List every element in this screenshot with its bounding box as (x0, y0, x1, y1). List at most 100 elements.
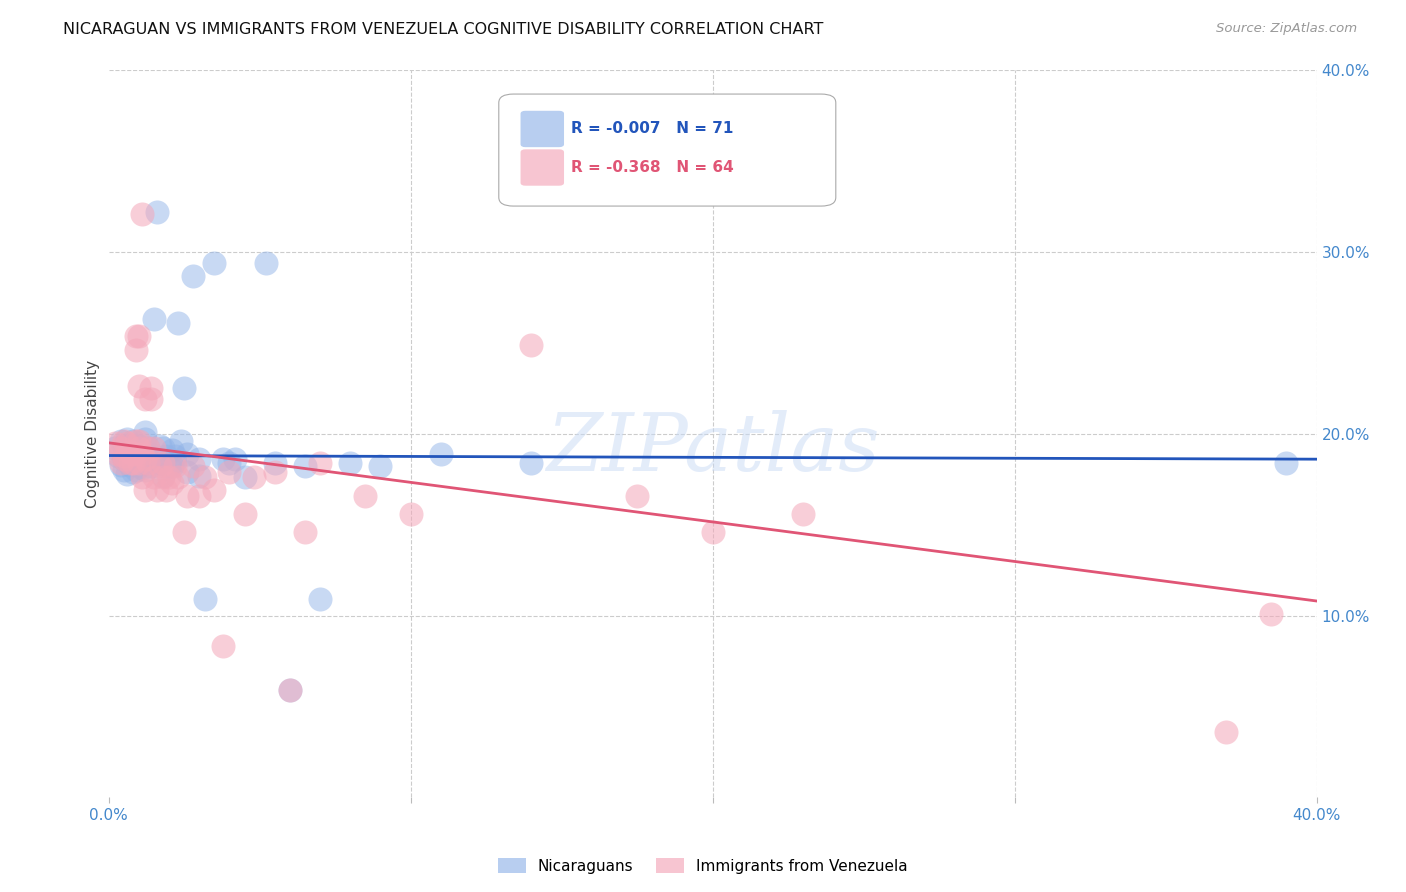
Point (128, 442, 150, 456)
Point (128, 439, 150, 453)
Point (294, 524, 316, 539)
Point (112, 452, 135, 467)
Point (430, 447, 453, 461)
Point (233, 507, 256, 521)
Text: R = -0.007   N = 71: R = -0.007 N = 71 (571, 121, 734, 136)
Point (173, 381, 195, 395)
Point (134, 432, 156, 446)
Point (242, 470, 264, 484)
Point (125, 454, 148, 468)
Point (165, 454, 187, 468)
Point (520, 337, 543, 351)
Point (134, 449, 156, 463)
Text: NICARAGUAN VS IMMIGRANTS FROM VENEZUELA COGNITIVE DISABILITY CORRELATION CHART: NICARAGUAN VS IMMIGRANTS FROM VENEZUELA … (63, 22, 824, 37)
Point (149, 456, 172, 470)
Point (626, 489, 648, 503)
Point (155, 483, 177, 497)
Point (278, 683, 301, 698)
Point (339, 456, 361, 470)
Point (121, 447, 143, 461)
Point (218, 456, 240, 470)
Point (134, 456, 156, 470)
Point (118, 456, 141, 470)
Point (134, 392, 156, 406)
Point (520, 456, 543, 470)
Point (110, 456, 132, 470)
Point (139, 447, 162, 461)
FancyBboxPatch shape (520, 149, 564, 186)
Point (155, 449, 177, 463)
Point (104, 435, 127, 450)
Point (136, 452, 159, 467)
Point (125, 343, 148, 357)
Point (142, 312, 165, 326)
Point (110, 434, 132, 448)
Point (125, 463, 148, 477)
Point (1275, 456, 1298, 470)
Point (139, 459, 162, 474)
Point (134, 483, 156, 497)
Text: R = -0.368   N = 64: R = -0.368 N = 64 (571, 160, 734, 175)
Point (118, 445, 141, 459)
Point (136, 442, 159, 456)
Point (194, 470, 217, 484)
Point (152, 456, 174, 470)
Point (112, 452, 135, 467)
Point (254, 256, 277, 270)
Point (136, 456, 159, 470)
Point (121, 456, 143, 470)
Point (202, 483, 225, 497)
Text: Source: ZipAtlas.com: Source: ZipAtlas.com (1216, 22, 1357, 36)
Point (118, 458, 141, 472)
Point (173, 524, 195, 539)
FancyBboxPatch shape (499, 94, 835, 206)
Point (152, 470, 174, 484)
Point (194, 592, 217, 607)
Point (134, 463, 156, 477)
Point (115, 432, 138, 446)
Point (202, 256, 225, 270)
Point (134, 425, 156, 439)
Point (112, 449, 135, 463)
Point (134, 452, 156, 467)
Point (128, 449, 150, 463)
Point (1260, 607, 1282, 621)
Point (131, 207, 153, 221)
Point (125, 447, 148, 461)
Point (792, 507, 814, 521)
Point (110, 458, 132, 472)
Point (128, 456, 150, 470)
Point (233, 470, 256, 484)
Point (160, 475, 183, 490)
Point (112, 434, 135, 448)
Point (131, 450, 153, 465)
Y-axis label: Cognitive Disability: Cognitive Disability (86, 359, 100, 508)
Point (149, 439, 172, 453)
Point (152, 442, 174, 456)
Point (142, 470, 165, 484)
Point (131, 447, 153, 461)
Point (149, 459, 172, 474)
Point (146, 205, 169, 219)
Legend: Nicaraguans, Immigrants from Venezuela: Nicaraguans, Immigrants from Venezuela (492, 852, 914, 880)
Point (263, 465, 285, 479)
Point (160, 443, 183, 458)
Point (131, 461, 153, 475)
Point (278, 683, 301, 698)
Point (294, 459, 316, 474)
Point (115, 467, 138, 481)
Point (212, 452, 235, 467)
Point (118, 450, 141, 465)
Point (224, 452, 246, 467)
Point (139, 392, 162, 406)
Point (165, 449, 187, 463)
Point (110, 442, 132, 456)
Point (165, 459, 187, 474)
FancyBboxPatch shape (520, 111, 564, 147)
Point (128, 459, 150, 474)
Point (176, 447, 198, 461)
Point (125, 434, 148, 448)
Point (188, 468, 211, 483)
Point (128, 328, 150, 343)
Point (115, 435, 138, 450)
